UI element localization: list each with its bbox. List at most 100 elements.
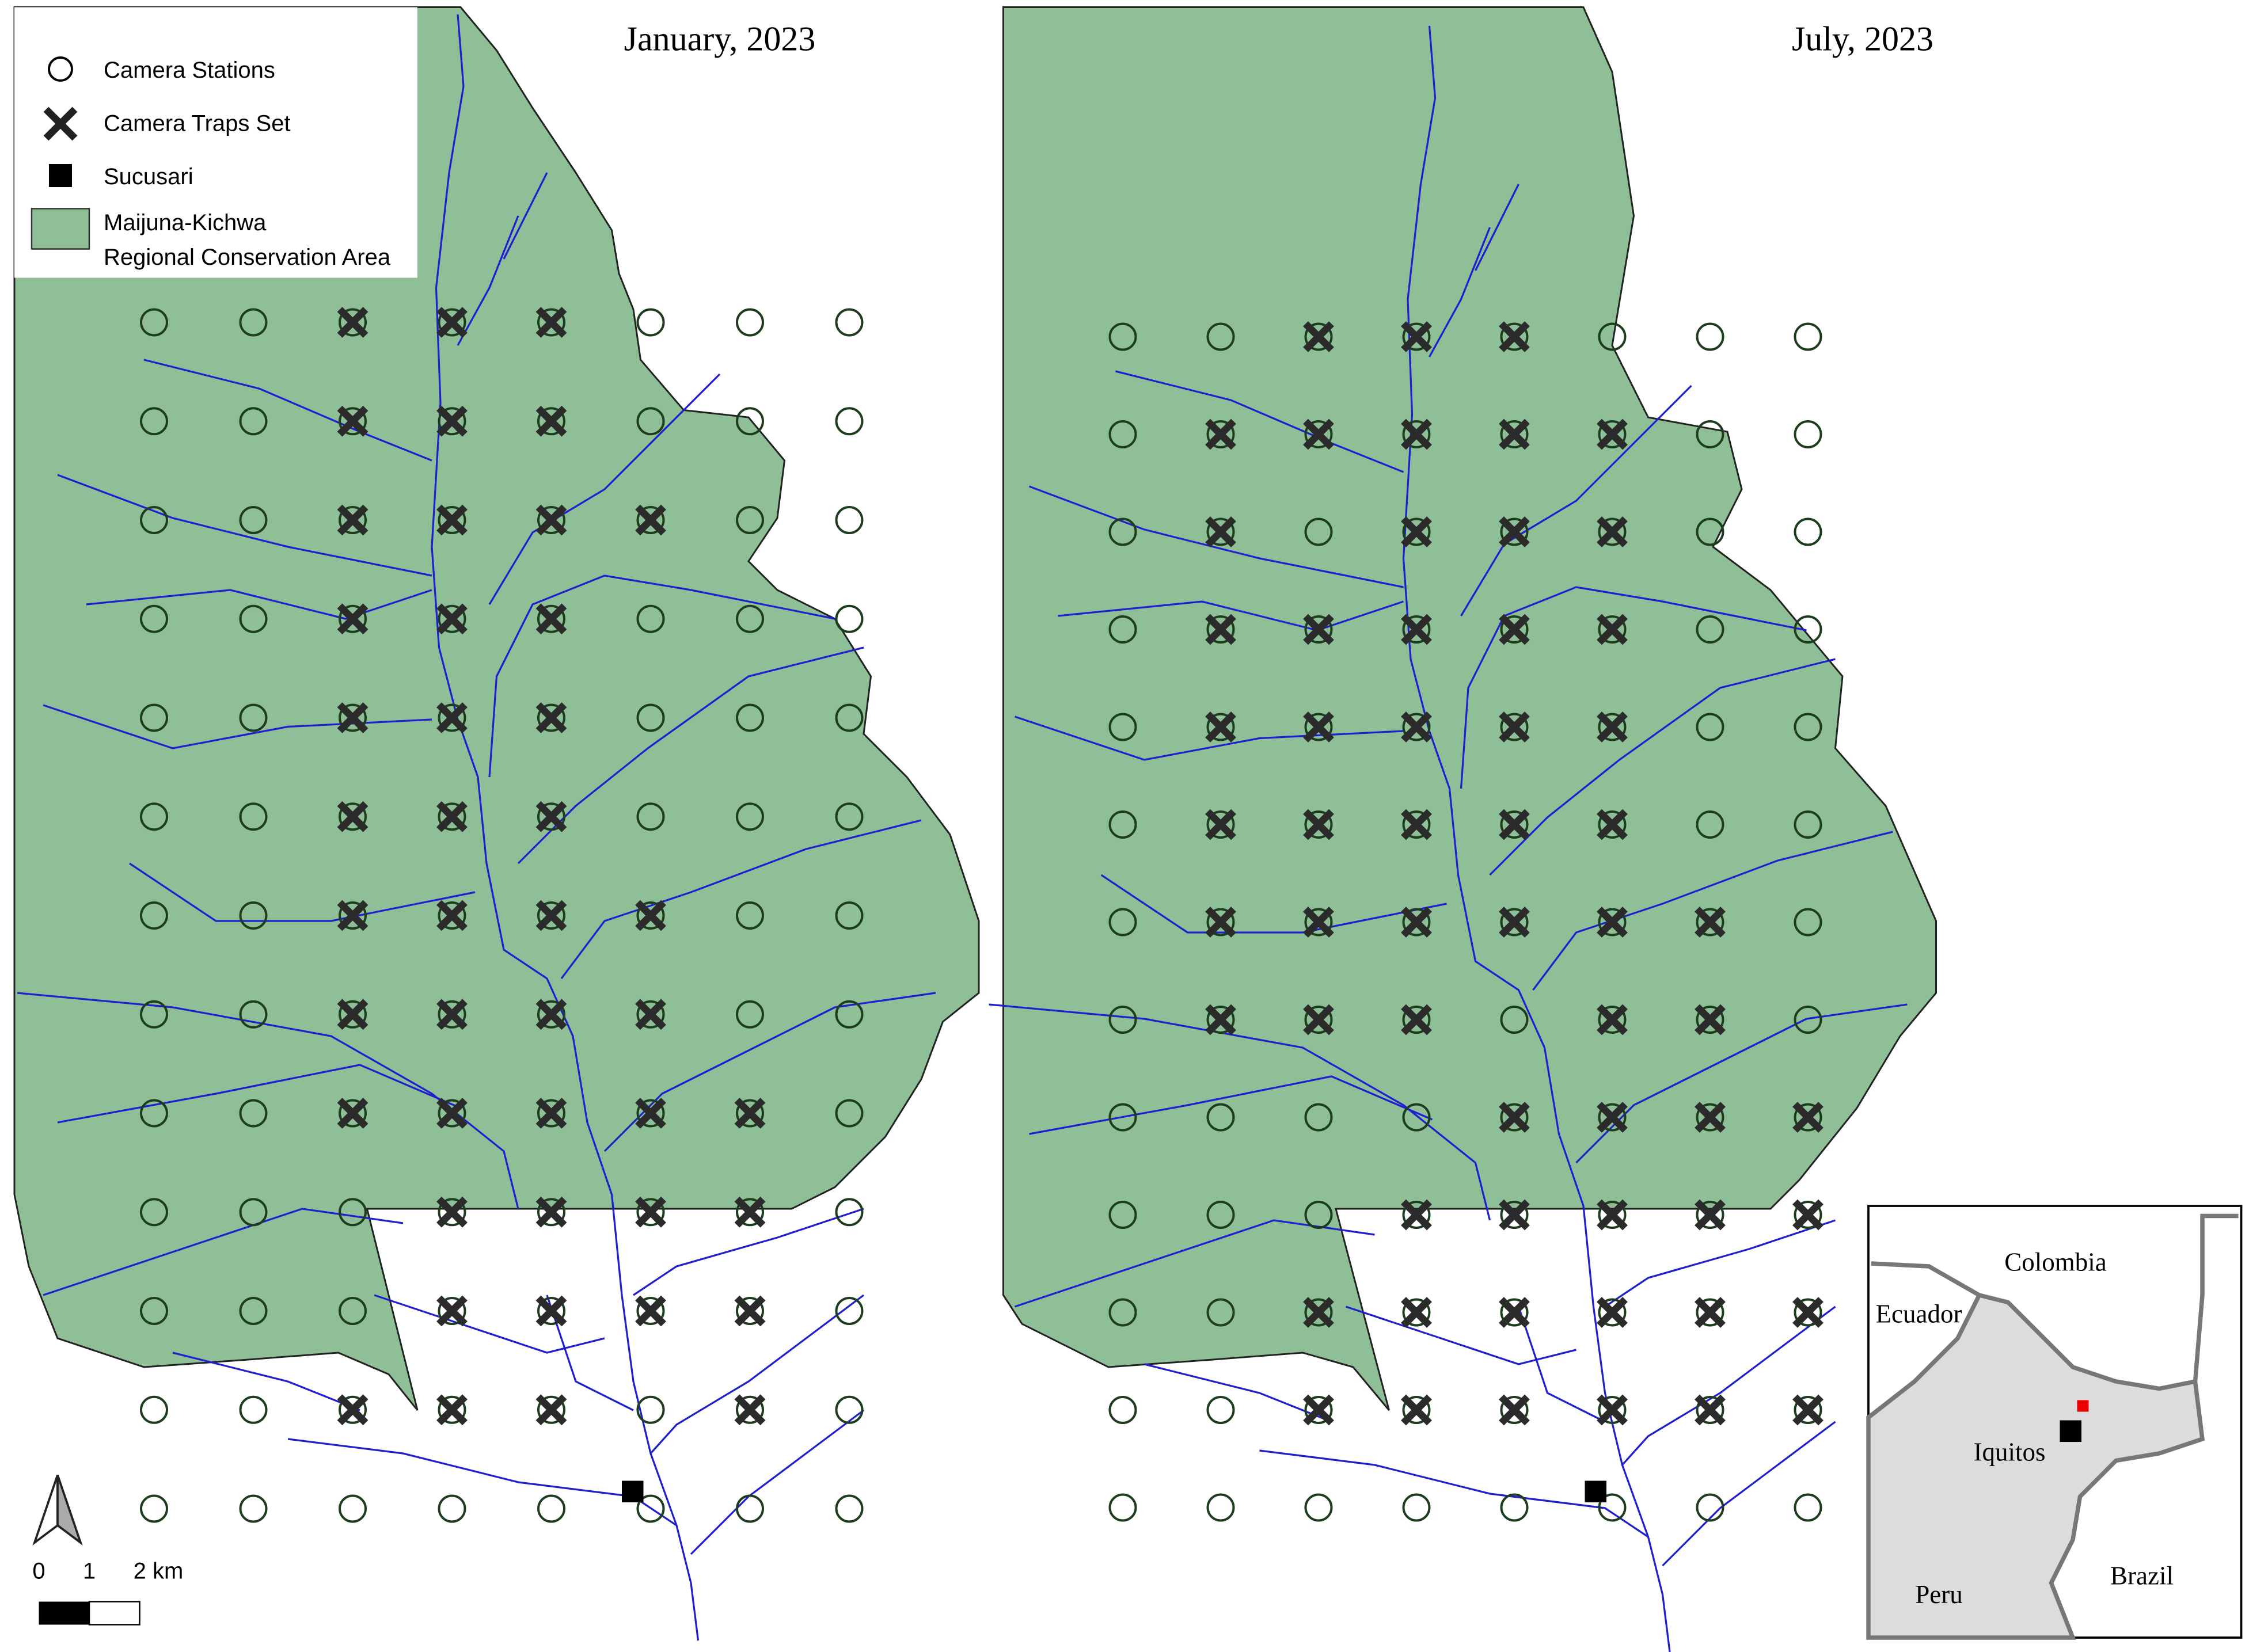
camera-station bbox=[1206, 1298, 1235, 1327]
camera-station bbox=[1598, 1005, 1627, 1034]
camera-trap bbox=[1597, 1004, 1628, 1036]
camera-station bbox=[636, 1296, 665, 1325]
inset-label: Peru bbox=[1915, 1580, 1963, 1609]
camera-station bbox=[537, 1395, 565, 1424]
camera-station bbox=[735, 1000, 764, 1029]
scale-label: 2 km bbox=[134, 1559, 184, 1584]
camera-trap bbox=[436, 999, 468, 1030]
camera-station bbox=[1402, 517, 1431, 546]
camera-station bbox=[338, 1000, 367, 1029]
scale-bar bbox=[88, 1601, 140, 1626]
camera-station bbox=[438, 1395, 466, 1424]
camera-trap bbox=[734, 1196, 766, 1228]
camera-station bbox=[239, 1494, 268, 1523]
camera-station bbox=[239, 1395, 268, 1424]
camera-station bbox=[1206, 322, 1235, 351]
camera-trap bbox=[1597, 1102, 1628, 1133]
camera-trap bbox=[1401, 1199, 1432, 1231]
camera-trap bbox=[1205, 516, 1236, 547]
legend-label: Camera Stations bbox=[104, 58, 275, 83]
camera-station bbox=[239, 703, 268, 732]
camera-trap bbox=[1401, 711, 1432, 743]
camera-station bbox=[338, 1099, 367, 1128]
camera-trap bbox=[535, 801, 567, 832]
camera-station bbox=[537, 802, 565, 831]
camera-station bbox=[835, 1099, 864, 1128]
camera-station bbox=[139, 1099, 168, 1128]
camera-trap bbox=[535, 1394, 567, 1426]
camera-station bbox=[139, 901, 168, 930]
camera-station bbox=[735, 901, 764, 930]
camera-station bbox=[338, 901, 367, 930]
legend: Camera Stations Camera Traps Set Sucusar… bbox=[14, 7, 417, 278]
camera-station bbox=[537, 703, 565, 732]
camera-trap bbox=[734, 1098, 766, 1129]
camera-station bbox=[438, 1494, 466, 1523]
camera-trap bbox=[635, 900, 666, 931]
camera-station bbox=[636, 1099, 665, 1128]
inset-label: Colombia bbox=[2004, 1248, 2107, 1277]
camera-station bbox=[1304, 810, 1333, 839]
camera-trap bbox=[1499, 1394, 1530, 1426]
camera-station bbox=[1500, 1395, 1529, 1424]
camera-station bbox=[1794, 615, 1822, 644]
camera-station bbox=[438, 1000, 466, 1029]
camera-trap bbox=[337, 307, 368, 338]
camera-trap bbox=[635, 1295, 666, 1327]
camera-trap bbox=[1205, 418, 1236, 450]
camera-trap bbox=[337, 603, 368, 635]
camera-station bbox=[636, 505, 665, 534]
camera-trap bbox=[535, 900, 567, 931]
camera-trap bbox=[337, 405, 368, 437]
camera-station bbox=[835, 407, 864, 436]
camera-station bbox=[735, 802, 764, 831]
camera-trap bbox=[535, 405, 567, 437]
camera-station bbox=[1794, 1201, 1822, 1230]
camera-station bbox=[1402, 615, 1431, 644]
camera-station bbox=[1206, 1103, 1235, 1132]
camera-station bbox=[537, 308, 565, 337]
camera-trap bbox=[635, 504, 666, 536]
camera-station bbox=[1598, 1103, 1627, 1132]
camera-trap bbox=[1401, 418, 1432, 450]
camera-station bbox=[537, 1296, 565, 1325]
camera-station bbox=[636, 407, 665, 436]
camera-trap bbox=[1205, 614, 1236, 645]
camera-station bbox=[139, 308, 168, 337]
camera-trap bbox=[1303, 1297, 1334, 1328]
camera-station bbox=[1598, 713, 1627, 741]
camera-station bbox=[139, 1296, 168, 1325]
camera-station bbox=[1794, 713, 1822, 741]
camera-station bbox=[1500, 713, 1529, 741]
camera-station bbox=[1794, 322, 1822, 351]
camera-station bbox=[438, 1099, 466, 1128]
camera-station bbox=[239, 604, 268, 633]
sucusari bbox=[622, 1480, 644, 1502]
camera-station bbox=[1108, 517, 1137, 546]
camera-station bbox=[1402, 1493, 1431, 1522]
camera-station bbox=[438, 1296, 466, 1325]
camera-trap bbox=[1401, 1004, 1432, 1036]
camera-trap bbox=[1303, 907, 1334, 938]
inset-label: Iquitos bbox=[1973, 1438, 2045, 1467]
camera-station bbox=[636, 1000, 665, 1029]
camera-station bbox=[1206, 713, 1235, 741]
camera-trap bbox=[535, 702, 567, 733]
camera-station bbox=[1108, 1395, 1137, 1424]
camera-trap bbox=[1597, 614, 1628, 645]
camera-trap bbox=[436, 1295, 468, 1327]
camera-station bbox=[636, 703, 665, 732]
camera-trap bbox=[1401, 809, 1432, 840]
camera-trap bbox=[535, 1098, 567, 1129]
camera-trap bbox=[1695, 1297, 1726, 1328]
camera-station bbox=[1696, 1298, 1724, 1327]
camera-station bbox=[1206, 1395, 1235, 1424]
camera-trap bbox=[337, 702, 368, 733]
camera-station bbox=[1402, 1395, 1431, 1424]
camera-station bbox=[735, 505, 764, 534]
camera-station bbox=[835, 1395, 864, 1424]
camera-station bbox=[438, 505, 466, 534]
camera-station bbox=[1598, 420, 1627, 448]
camera-trap bbox=[1695, 1394, 1726, 1426]
camera-trap bbox=[1792, 1102, 1823, 1133]
